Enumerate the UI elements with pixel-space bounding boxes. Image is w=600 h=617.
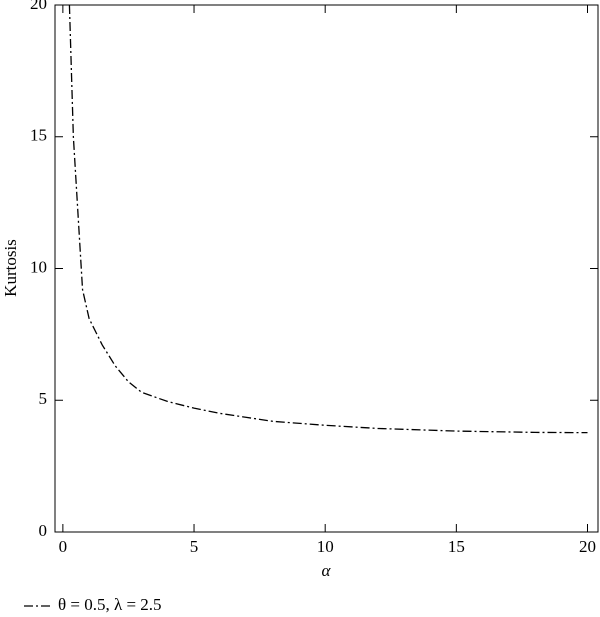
legend-label: θ = 0.5, λ = 2.5 <box>58 595 162 614</box>
y-axis-label: Kurtosis <box>1 239 20 297</box>
y-tick-label: 0 <box>39 521 48 540</box>
x-tick-label: 15 <box>448 537 465 556</box>
x-tick-label: 0 <box>59 537 68 556</box>
y-tick-label: 5 <box>39 389 48 408</box>
x-axis-label: α <box>322 561 332 580</box>
x-tick-label: 5 <box>190 537 199 556</box>
plot-frame <box>54 4 599 533</box>
y-tick-label: 20 <box>30 0 47 13</box>
x-tick-label: 20 <box>579 537 596 556</box>
y-tick-label: 15 <box>30 126 47 145</box>
x-tick-label: 10 <box>317 537 334 556</box>
y-tick-label: 10 <box>30 257 47 276</box>
data-line <box>68 4 588 434</box>
